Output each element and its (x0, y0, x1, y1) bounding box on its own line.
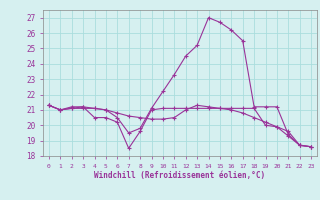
X-axis label: Windchill (Refroidissement éolien,°C): Windchill (Refroidissement éolien,°C) (94, 171, 266, 180)
